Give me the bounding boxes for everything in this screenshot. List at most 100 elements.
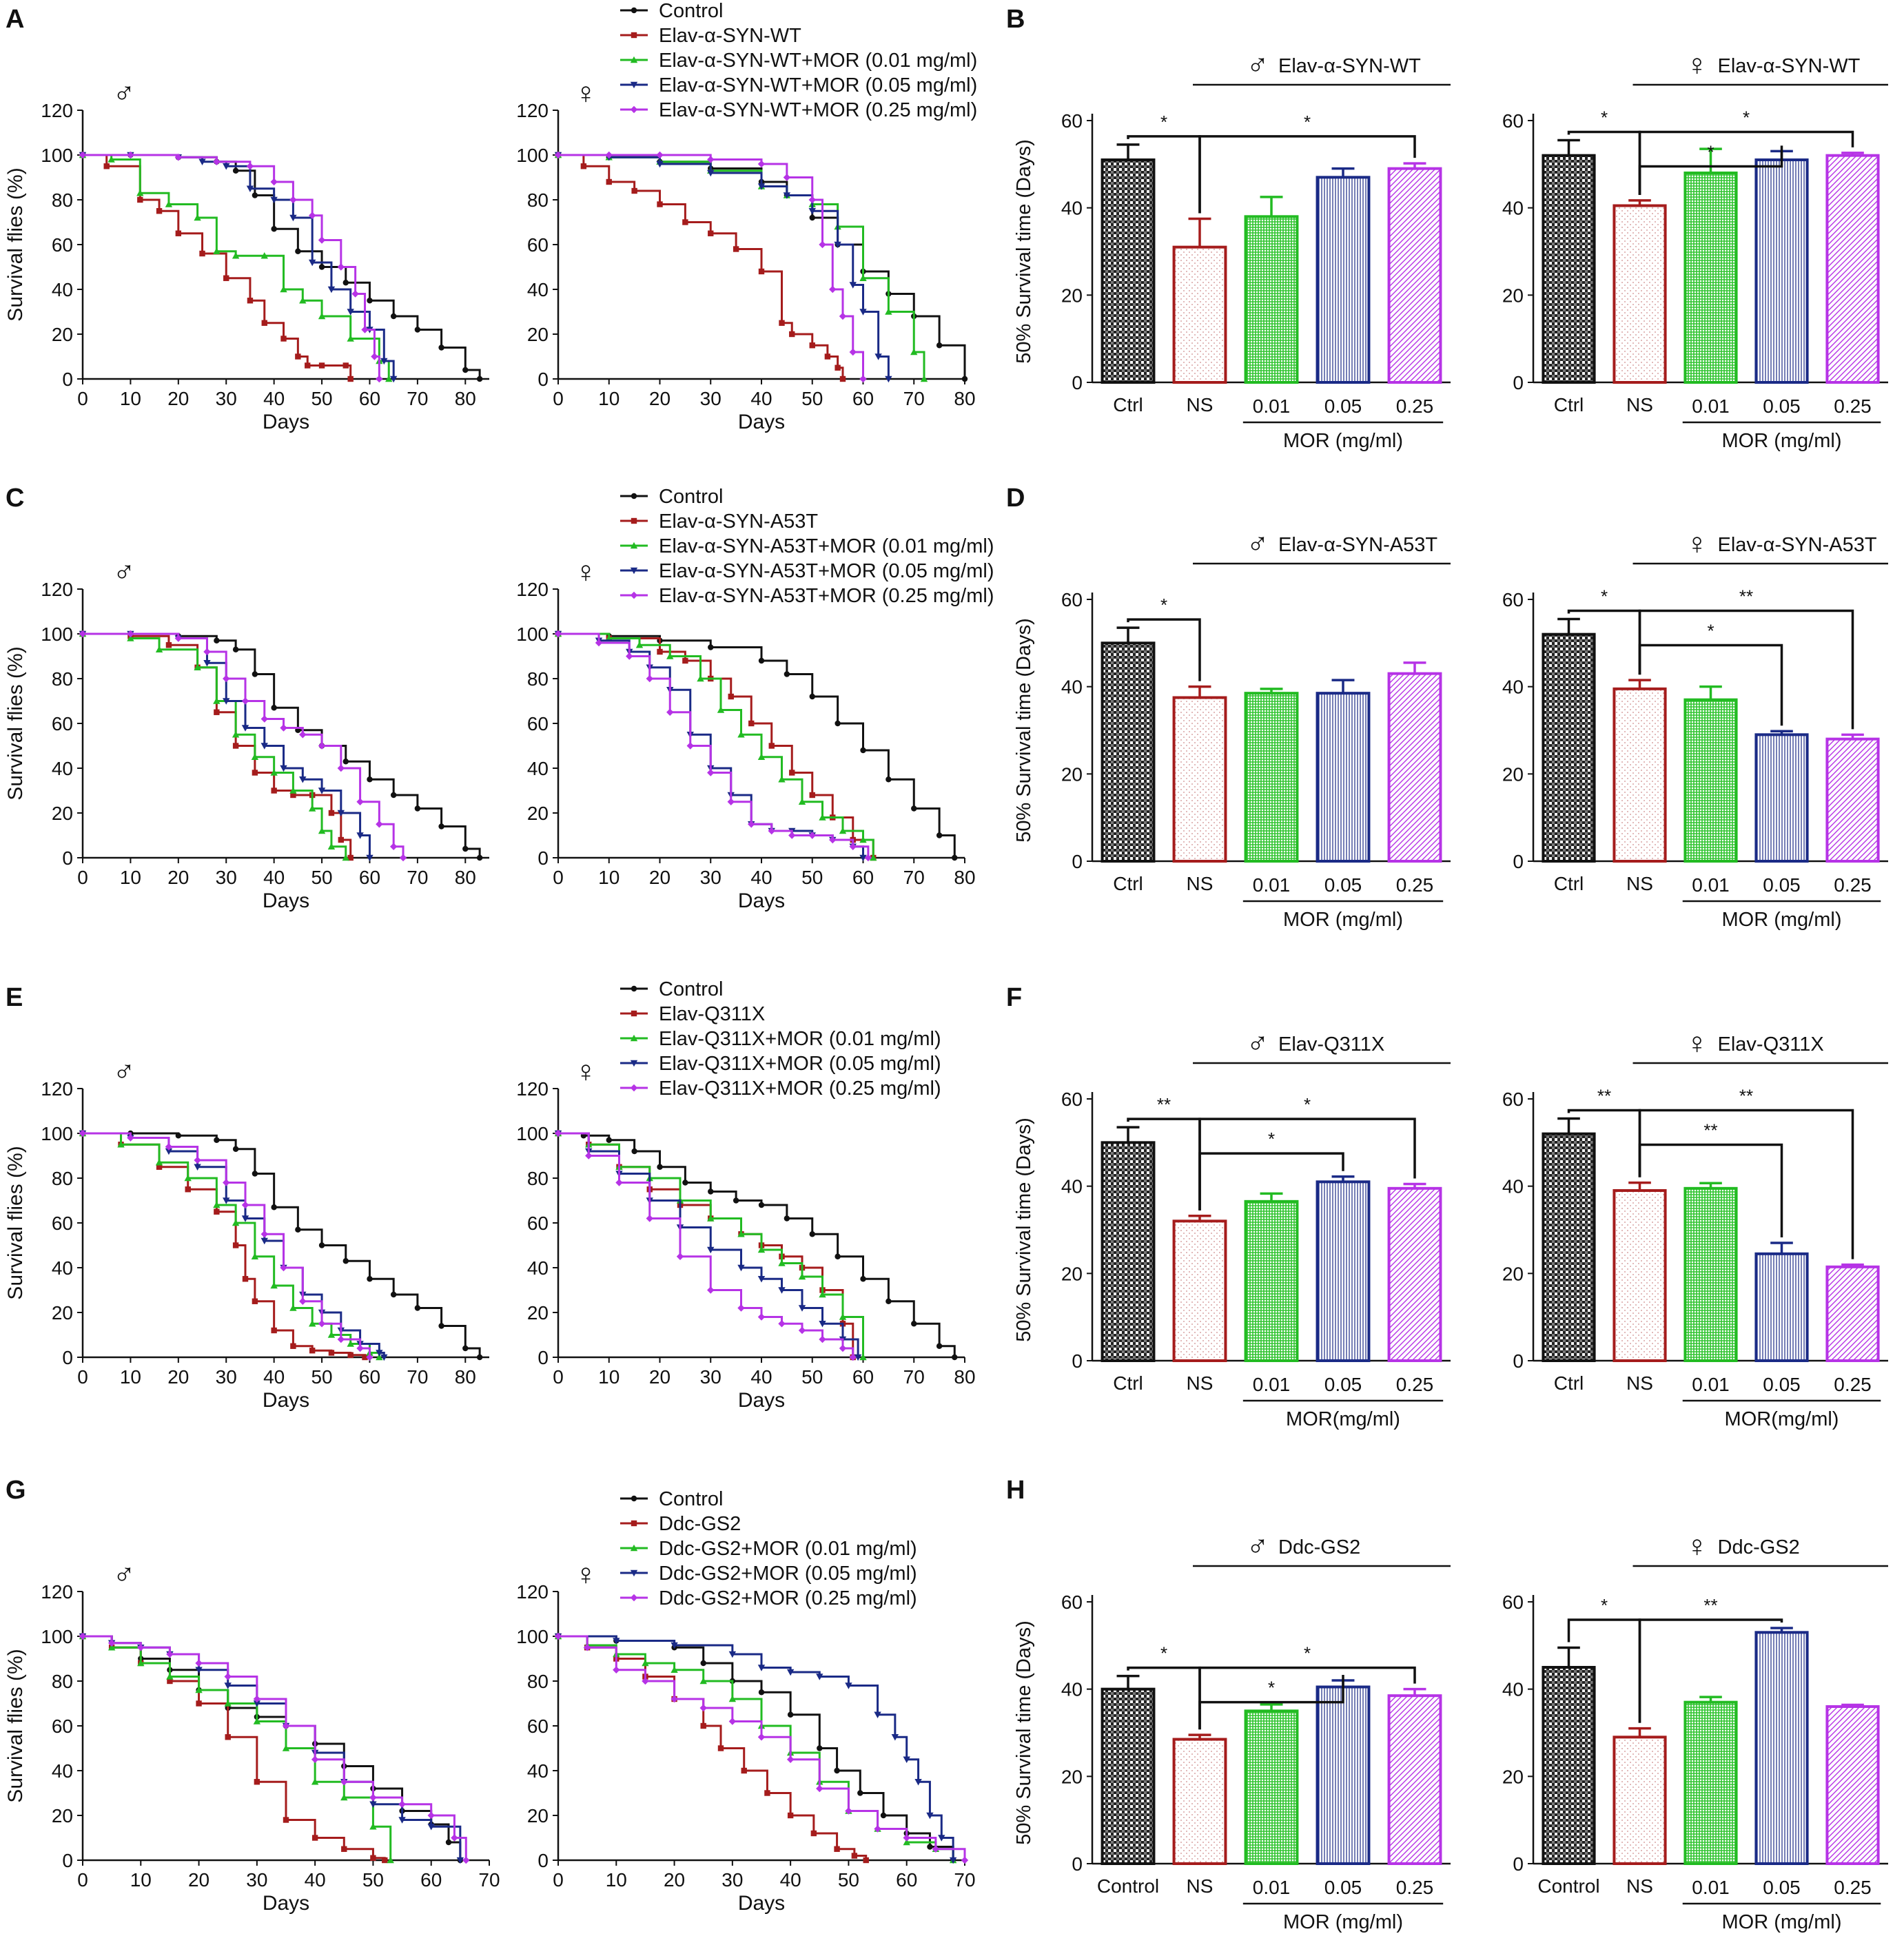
data-point [885,375,892,383]
data-point [810,1830,817,1837]
data-point [136,189,144,196]
x-tick-label: 40 [750,867,772,888]
data-point [309,1348,316,1354]
data-point [295,1226,301,1233]
data-point [819,1321,826,1328]
data-point [376,1353,383,1361]
y-tick-label: 0 [62,1347,73,1368]
data-point [390,792,397,799]
data-point [213,158,221,165]
legend-label: Elav-α-SYN-A53T [659,511,818,533]
bar-0.01 [1683,172,1738,384]
x-tick-label: 70 [407,1366,428,1388]
data-point [758,268,765,275]
data-point [196,1700,202,1707]
y-tick-label: 60 [1502,110,1524,132]
y-tick-label: 60 [527,234,549,256]
data-point [356,798,364,805]
legend-label: Elav-α-SYN-A53T+MOR (0.05 mg/ml) [659,560,994,582]
data-point [241,1215,249,1222]
legend-marker [631,985,637,992]
data-point [699,1704,707,1712]
y-tick-label: 40 [1061,1176,1083,1197]
x-tick-label: 10 [606,1869,627,1891]
data-point [787,1812,794,1819]
category-label: 0.25 [1834,395,1872,417]
data-point [903,1756,910,1763]
data-point [764,1790,770,1796]
data-point [340,1793,348,1801]
data-point [682,219,688,225]
data-point [728,1651,737,1658]
x-tick-label: 40 [305,1869,326,1891]
data-point [367,298,373,304]
data-point [155,1159,163,1166]
significance-label: * [1707,142,1714,163]
data-point [787,1711,794,1718]
y-tick-label: 20 [527,803,549,824]
data-point [414,1305,421,1311]
data-point [389,843,398,850]
data-point [819,240,826,249]
chart-title: Elav-α-SYN-A53T [1278,534,1437,556]
legend-marker [631,1520,637,1527]
significance-label: * [1743,107,1750,128]
data-point [398,1817,406,1824]
data-point [427,1811,435,1820]
data-point [127,151,134,159]
data-point [864,854,872,862]
data-point [839,1344,847,1352]
data-point [851,1853,858,1859]
male-symbol: ♂ [113,555,136,589]
bar-0.25 [1387,1186,1442,1363]
group-label: MOR(mg/ml) [1286,1408,1400,1430]
data-point [788,832,796,839]
data-point [911,1321,917,1327]
data-point [280,285,287,293]
x-tick-label: 60 [852,388,874,409]
chart-title: Ddc-GS2 [1278,1536,1360,1558]
y-tick-label: 0 [538,1850,549,1871]
bar-chart-B-female: 0 20 40 60 Ctrl NS 0.01 0.05 0.25 MOR (mg/ml) ♀ Ela… [1502,48,1888,452]
bar-Control [1101,1687,1156,1866]
x-tick-label: 0 [77,388,88,409]
data-point [223,1197,230,1204]
data-point [886,1298,892,1304]
x-axis-label: Days [738,1389,785,1412]
legend-marker [631,7,637,14]
legend-marker [631,517,637,524]
chart-title: Elav-α-SYN-WT [1278,55,1421,77]
data-point [108,156,115,163]
data-point [757,1246,766,1253]
data-point [337,1335,345,1343]
data-point [327,286,336,294]
data-point [936,832,943,838]
y-axis-label: Survival flies (%) [4,1649,27,1802]
data-point [261,320,267,326]
female-symbol: ♀ [575,1558,597,1592]
significance-bracket [1638,1618,1783,1723]
data-point [318,1320,326,1328]
data-point [809,1231,815,1237]
legend-marker [630,567,638,575]
data-point [390,1291,397,1298]
significance-bracket [1638,609,1854,730]
data-point [308,212,316,219]
y-tick-label: 40 [527,758,549,779]
data-point [242,1276,249,1282]
bar-0.01 [1244,1199,1299,1363]
x-tick-label: 40 [750,388,772,409]
legend-label: Elav-α-SYN-WT+MOR (0.01 mg/ml) [659,50,977,72]
male-symbol: ♂ [113,1558,136,1592]
y-axis-label: Survival flies (%) [4,646,27,800]
data-point [155,646,163,652]
data-point [103,163,110,169]
data-point [127,635,134,641]
data-point [79,151,87,159]
data-point [399,854,407,862]
data-point [927,1844,933,1850]
legend-label: Elav-α-SYN-WT [659,25,801,47]
data-point [246,185,254,192]
x-tick-label: 10 [598,388,620,409]
data-point [834,1846,840,1852]
